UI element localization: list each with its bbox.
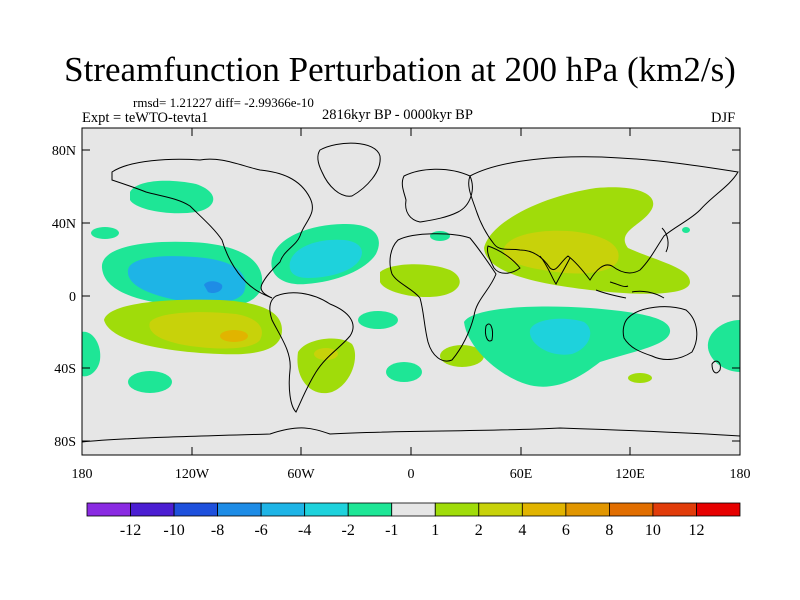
rmsd-stats: rmsd= 1.21227 diff= -2.99366e-10	[133, 95, 314, 110]
contour-south-pacific-pos-core	[220, 330, 248, 342]
lon-label-120w: 120W	[175, 467, 210, 482]
colorbar-label: 4	[518, 522, 526, 539]
colorbar-label: -4	[298, 522, 311, 539]
contour-north-atlantic-neg-inner	[289, 239, 362, 278]
colorbar-swatch	[391, 502, 436, 517]
lon-label-0: 0	[408, 467, 415, 482]
colorbar-swatch	[130, 502, 175, 517]
lon-label-180w: 180	[72, 467, 93, 482]
lat-label-80s: 80S	[54, 435, 76, 450]
colorbar-label: -2	[342, 522, 355, 539]
coast-madagascar	[485, 323, 493, 342]
colorbar-swatch	[565, 502, 610, 517]
colorbar-label: -6	[254, 522, 267, 539]
contour-south-atlantic-pos-core	[314, 348, 338, 360]
season-label: DJF	[711, 110, 736, 126]
colorbar-label: 10	[645, 522, 661, 539]
contour-s-pacific-blob-neg	[128, 371, 172, 393]
colorbar-swatch	[217, 502, 262, 517]
coast-japan	[661, 227, 669, 253]
lat-label-40s: 40S	[54, 362, 76, 377]
colorbar-label: 12	[688, 522, 704, 539]
contour-south-africa-pos	[440, 345, 484, 367]
coast-north-america	[111, 158, 313, 299]
colorbar-label: 2	[475, 522, 483, 539]
colorbar-swatch	[173, 502, 219, 517]
contour-far-west-neg	[82, 331, 101, 377]
contour-atlantic-blob-neg	[430, 231, 450, 241]
colorbar-label: -12	[120, 522, 141, 539]
contour-pacific-blob-neg	[91, 227, 119, 239]
contour-australia-south-blob-pos	[628, 373, 652, 383]
coastlines	[82, 142, 740, 443]
lat-label-0: 0	[69, 290, 76, 305]
lon-label-120e: 120E	[615, 467, 645, 482]
contour-indian-ocean-neg-inner	[529, 318, 591, 355]
lat-label-80n: 80N	[52, 144, 76, 159]
contour-north-pacific-neg-core	[204, 281, 223, 294]
contour-s-atlantic-blob-neg	[386, 362, 422, 382]
lon-label-60w: 60W	[287, 467, 315, 482]
coast-australia	[622, 306, 698, 360]
lat-label-40n: 40N	[52, 217, 76, 232]
coast-indonesia	[595, 281, 665, 299]
colorbar-swatch	[609, 502, 654, 517]
colorbar-label: 8	[605, 522, 613, 539]
colorbar-swatch	[260, 502, 306, 517]
contour-asia-pos-inner	[503, 230, 619, 274]
coast-india	[539, 255, 571, 285]
contour-mid-atlantic-blob-neg	[358, 311, 398, 329]
colorbar-swatch	[434, 502, 480, 517]
coast-asia	[468, 156, 739, 281]
contour-japan-blob-neg	[682, 227, 690, 233]
coast-antarctica	[82, 427, 740, 443]
coast-arabia	[487, 245, 521, 274]
coast-south-america	[269, 292, 354, 413]
lat-labels: 80N 40N 0 40S 80S	[52, 144, 76, 450]
colorbar-swatch	[86, 502, 131, 517]
contour-africa-pos	[380, 264, 460, 298]
colorbar-swatch	[304, 502, 349, 517]
colorbar-labels: -12 -10 -8 -6 -4 -2 -1 1 2 4 6 8 10 12	[120, 522, 705, 539]
colorbar	[86, 502, 741, 517]
lon-labels: 180 120W 60W 0 60E 120E 180	[72, 467, 751, 482]
period-label: 2816kyr BP - 0000kyr BP	[322, 107, 473, 123]
colorbar-label: -10	[163, 522, 184, 539]
plot-title: Streamfunction Perturbation at 200 hPa (…	[64, 50, 736, 89]
coast-africa	[389, 233, 497, 362]
colorbar-swatch	[652, 502, 697, 517]
colorbar-swatch	[696, 502, 741, 517]
colorbar-swatch	[478, 502, 523, 517]
contour-dateline-neg	[707, 320, 740, 372]
colorbar-label: 1	[431, 522, 439, 539]
colorbar-swatch	[347, 502, 393, 517]
colorbar-swatch	[521, 502, 567, 517]
colorbar-label: -1	[385, 522, 398, 539]
coast-europe	[401, 168, 473, 223]
axis-ticks	[81, 128, 741, 455]
lon-label-60e: 60E	[510, 467, 533, 482]
contour-alaska-neg	[130, 180, 214, 214]
colorbar-label: 6	[562, 522, 570, 539]
lon-label-180e: 180	[730, 467, 751, 482]
contour-fills	[82, 180, 740, 394]
coast-greenland	[317, 142, 381, 197]
coast-new-zealand	[711, 360, 721, 374]
experiment-label: Expt = teWTO-tevta1	[82, 110, 209, 126]
colorbar-label: -8	[211, 522, 224, 539]
